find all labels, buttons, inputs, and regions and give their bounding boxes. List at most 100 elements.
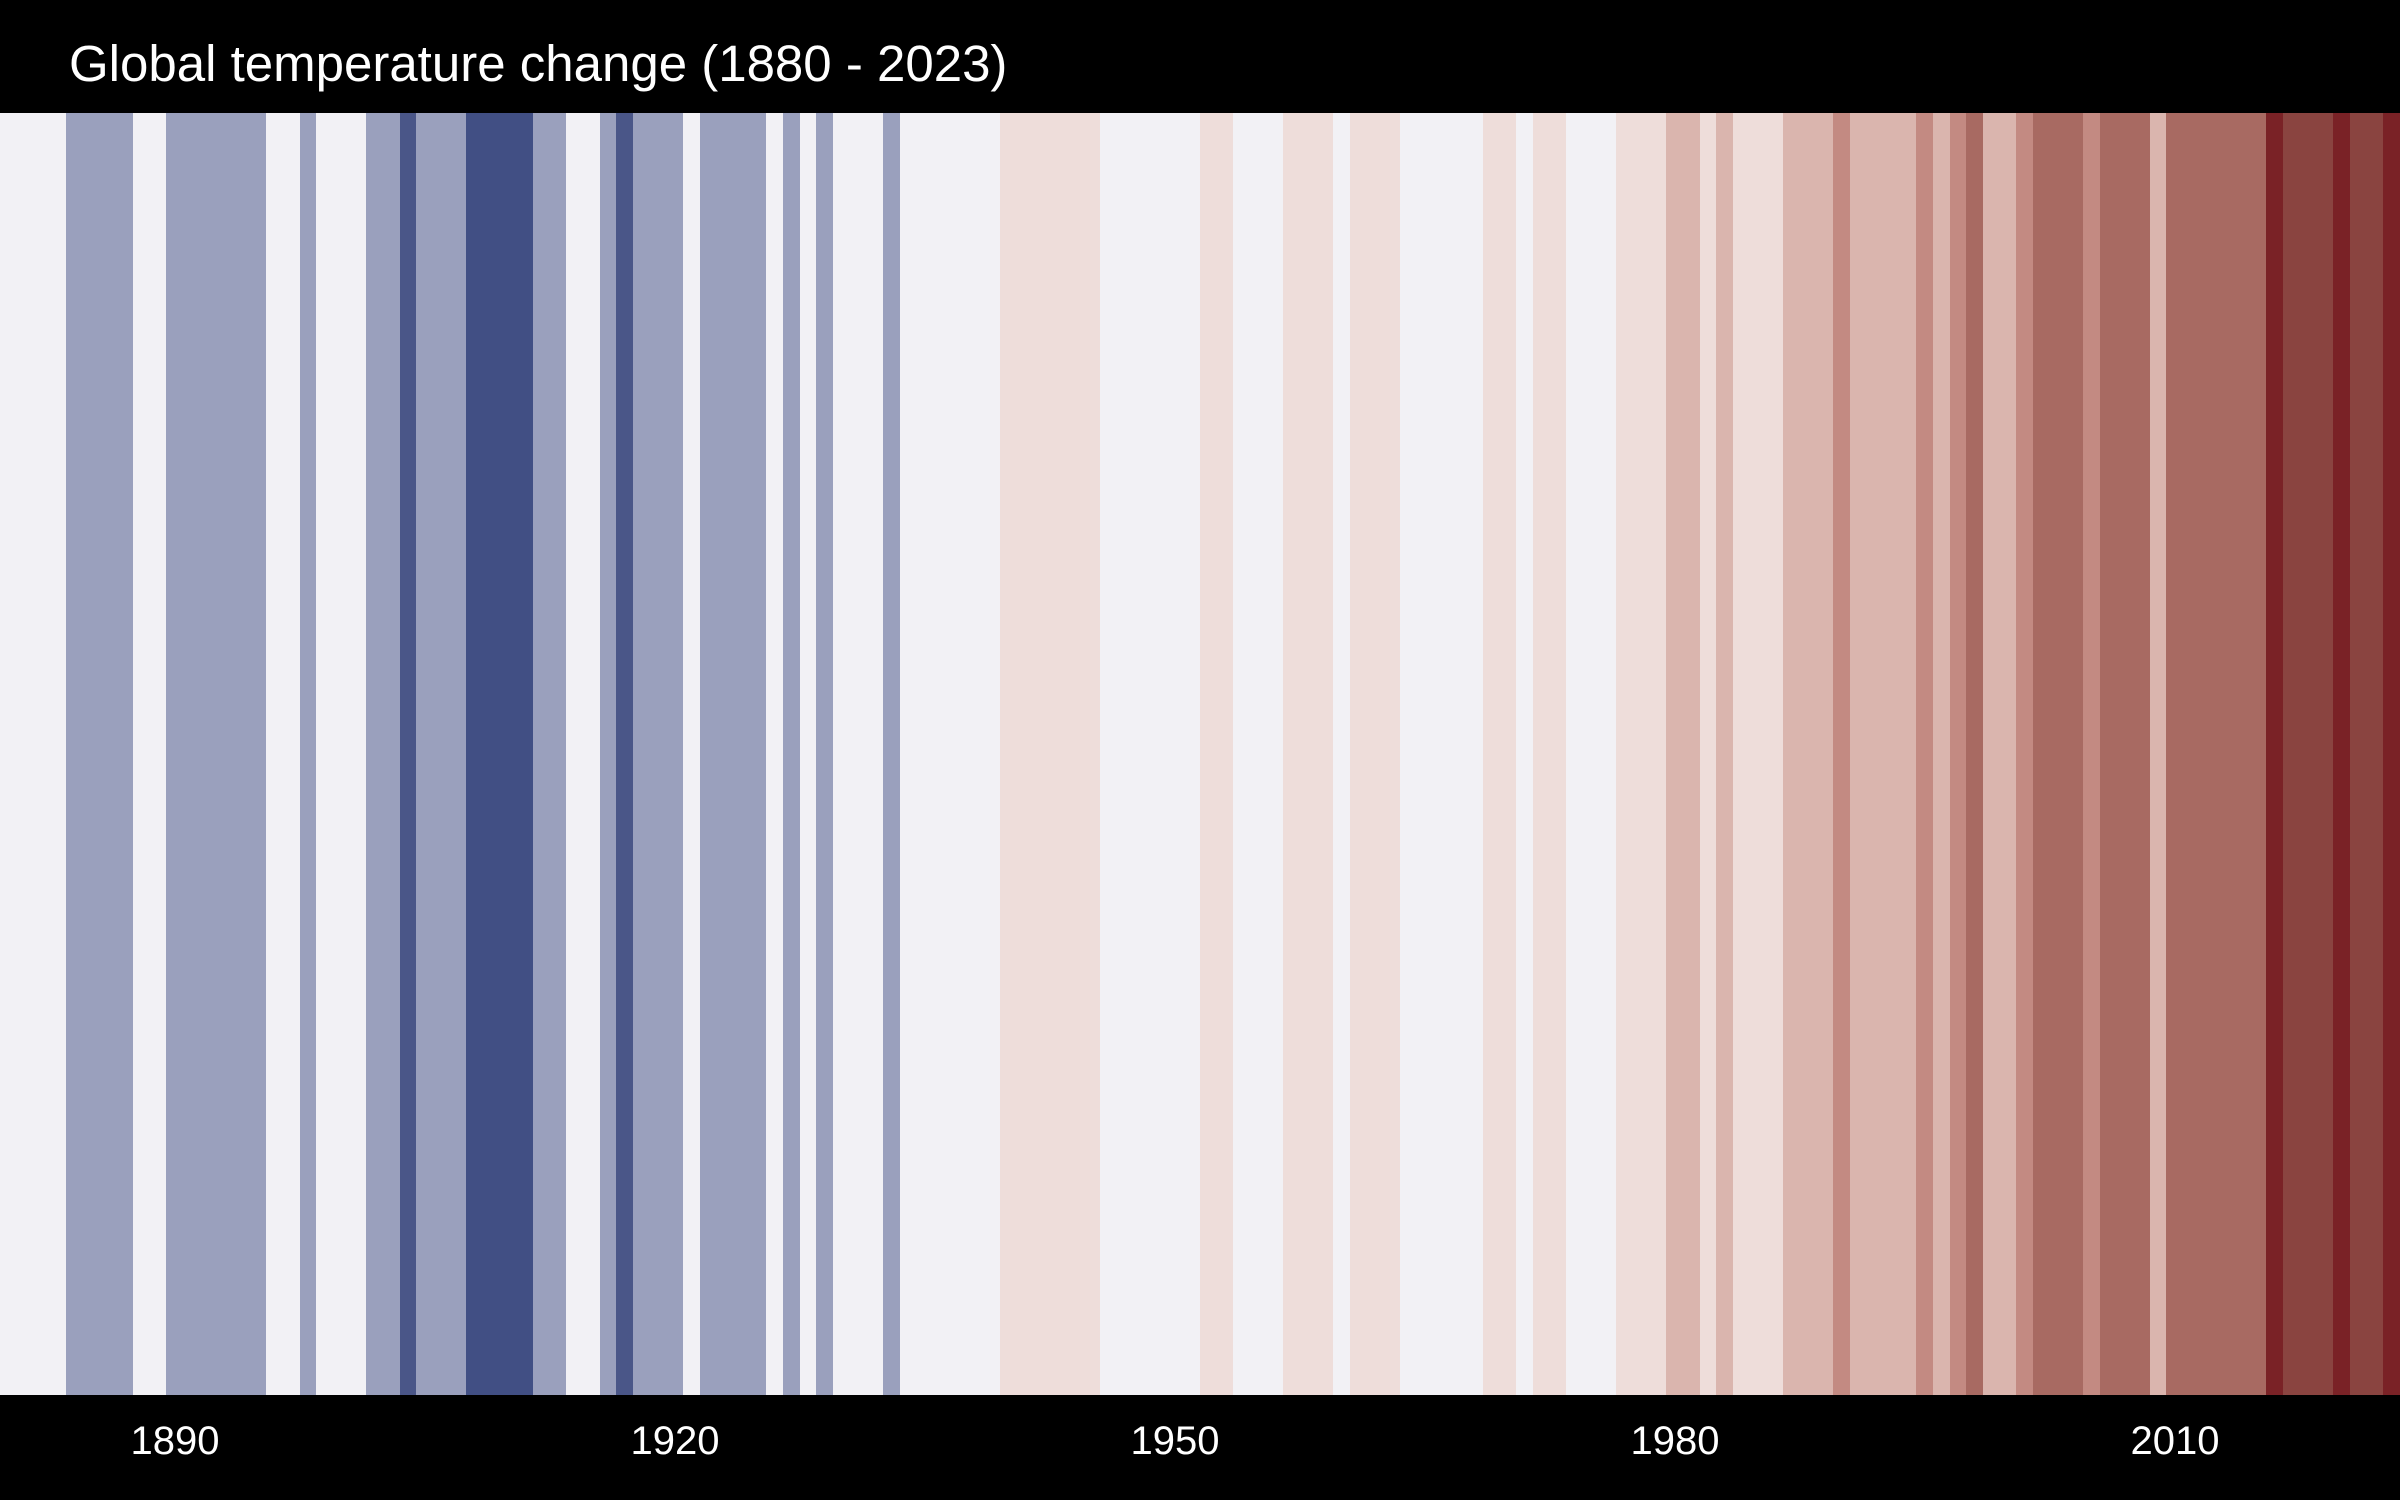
stripe-1969 (1483, 113, 1501, 1395)
stripe-1992 (1866, 113, 1884, 1395)
stripe-1937 (950, 113, 967, 1395)
x-tick-label-2010: 2010 (2130, 1419, 2220, 1463)
stripe-1976 (1600, 113, 1617, 1395)
stripe-1959 (1316, 113, 1334, 1395)
stripe-2006 (2100, 113, 2117, 1395)
stripe-1945 (1083, 113, 1101, 1395)
stripe-1898 (300, 113, 317, 1395)
stripe-2002 (2033, 113, 2051, 1395)
stripe-1991 (1850, 113, 1867, 1395)
stripe-1921 (683, 113, 701, 1395)
stripe-1973 (1550, 113, 1567, 1395)
stripe-1927 (783, 113, 801, 1395)
x-axis: 1890 1920 1950 1980 2010 (0, 1395, 2400, 1500)
stripe-1999 (1983, 113, 2001, 1395)
stripe-1997 (1950, 113, 1967, 1395)
stripe-1918 (633, 113, 651, 1395)
stripe-1903 (383, 113, 401, 1395)
stripe-1923 (716, 113, 734, 1395)
stripe-1897 (283, 113, 301, 1395)
stripe-2011 (2183, 113, 2201, 1395)
stripe-1949 (1150, 113, 1167, 1395)
stripe-2019 (2316, 113, 2334, 1395)
stripe-1965 (1416, 113, 1434, 1395)
stripe-1882 (33, 113, 51, 1395)
stripe-2003 (2050, 113, 2067, 1395)
stripe-1920 (666, 113, 684, 1395)
stripe-1910 (500, 113, 517, 1395)
stripe-1931 (850, 113, 867, 1395)
x-tick-label-1890: 1890 (130, 1419, 220, 1463)
stripe-1908 (466, 113, 484, 1395)
stripe-1899 (316, 113, 334, 1395)
stripe-1942 (1033, 113, 1051, 1395)
stripe-1981 (1683, 113, 1701, 1395)
stripe-1912 (533, 113, 551, 1395)
stripe-1957 (1283, 113, 1301, 1395)
stripe-1943 (1050, 113, 1067, 1395)
stripe-1952 (1200, 113, 1217, 1395)
stripe-1986 (1766, 113, 1784, 1395)
stripe-1909 (483, 113, 501, 1395)
stripe-1994 (1900, 113, 1917, 1395)
stripe-1972 (1533, 113, 1551, 1395)
stripe-1892 (200, 113, 217, 1395)
x-tick-label-1980: 1980 (1630, 1419, 1720, 1463)
stripe-1922 (700, 113, 717, 1395)
stripe-1960 (1333, 113, 1351, 1395)
stripe-1888 (133, 113, 151, 1395)
stripe-1893 (216, 113, 234, 1395)
stripe-2017 (2283, 113, 2301, 1395)
stripe-1971 (1516, 113, 1534, 1395)
stripe-2008 (2133, 113, 2151, 1395)
stripe-1938 (966, 113, 984, 1395)
x-tick-label-1950: 1950 (1130, 1419, 1220, 1463)
stripe-2014 (2233, 113, 2251, 1395)
stripe-1982 (1700, 113, 1717, 1395)
stripe-1901 (350, 113, 367, 1395)
stripe-2012 (2200, 113, 2217, 1395)
stripe-1984 (1733, 113, 1751, 1395)
stripe-1978 (1633, 113, 1651, 1395)
stripe-2001 (2016, 113, 2034, 1395)
stripe-1913 (550, 113, 567, 1395)
stripe-1926 (766, 113, 784, 1395)
stripe-1996 (1933, 113, 1951, 1395)
stripe-1914 (566, 113, 584, 1395)
stripe-1977 (1616, 113, 1634, 1395)
stripe-1990 (1833, 113, 1851, 1395)
stripe-1933 (883, 113, 901, 1395)
stripe-1929 (816, 113, 834, 1395)
stripe-1983 (1716, 113, 1734, 1395)
stripe-2013 (2216, 113, 2234, 1395)
stripe-2004 (2066, 113, 2084, 1395)
stripe-1930 (833, 113, 851, 1395)
stripe-1974 (1566, 113, 1584, 1395)
stripe-1915 (583, 113, 601, 1395)
stripe-1880 (0, 113, 17, 1395)
stripe-1911 (516, 113, 534, 1395)
stripe-1925 (750, 113, 767, 1395)
stripe-2016 (2266, 113, 2284, 1395)
stripe-1895 (250, 113, 267, 1395)
stripe-2005 (2083, 113, 2101, 1395)
stripe-1998 (1966, 113, 1984, 1395)
stripe-1935 (916, 113, 934, 1395)
stripe-1956 (1266, 113, 1284, 1395)
stripe-2020 (2333, 113, 2351, 1395)
stripe-1907 (450, 113, 467, 1395)
stripe-1939 (983, 113, 1001, 1395)
stripe-1936 (933, 113, 951, 1395)
stripe-1900 (333, 113, 351, 1395)
stripe-1964 (1400, 113, 1417, 1395)
stripe-2007 (2116, 113, 2134, 1395)
stripe-1993 (1883, 113, 1901, 1395)
stripe-1954 (1233, 113, 1251, 1395)
stripe-1889 (150, 113, 167, 1395)
stripe-1975 (1583, 113, 1601, 1395)
stripe-1950 (1166, 113, 1184, 1395)
chart-title: Global temperature change (1880 - 2023) (69, 35, 1008, 92)
stripe-1968 (1466, 113, 1484, 1395)
stripe-1891 (183, 113, 201, 1395)
